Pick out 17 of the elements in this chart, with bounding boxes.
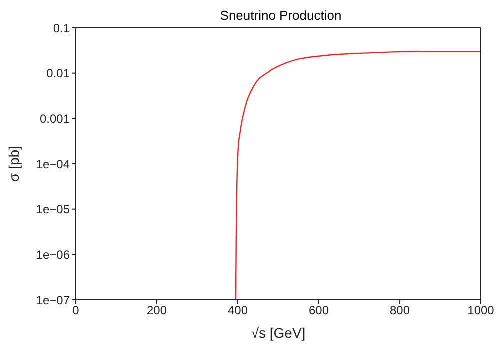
y-tick-label: 0.1 bbox=[53, 21, 70, 36]
y-tick-label: 1e−05 bbox=[36, 202, 70, 217]
line-series bbox=[235, 51, 481, 300]
x-tick-label: 1000 bbox=[468, 304, 495, 318]
y-tick-label: 1e−04 bbox=[36, 157, 70, 172]
x-tick-label: 400 bbox=[228, 304, 248, 318]
x-tick-label: 200 bbox=[146, 304, 168, 318]
y-tick-label: 1e−06 bbox=[36, 248, 70, 262]
x-tick-label: 800 bbox=[390, 304, 410, 318]
y-axis-title: σ [pb] bbox=[6, 146, 22, 182]
x-tick-label: 600 bbox=[308, 304, 330, 318]
y-tick-label: 1e−07 bbox=[36, 293, 70, 308]
x-tick-label: 0 bbox=[72, 304, 80, 318]
x-axis-title: √s [GeV] bbox=[251, 325, 306, 341]
y-tick-label: 0.01 bbox=[46, 66, 70, 81]
chart-title: Sneutrino Production bbox=[220, 8, 342, 23]
y-tick-label: 0.001 bbox=[40, 112, 70, 126]
